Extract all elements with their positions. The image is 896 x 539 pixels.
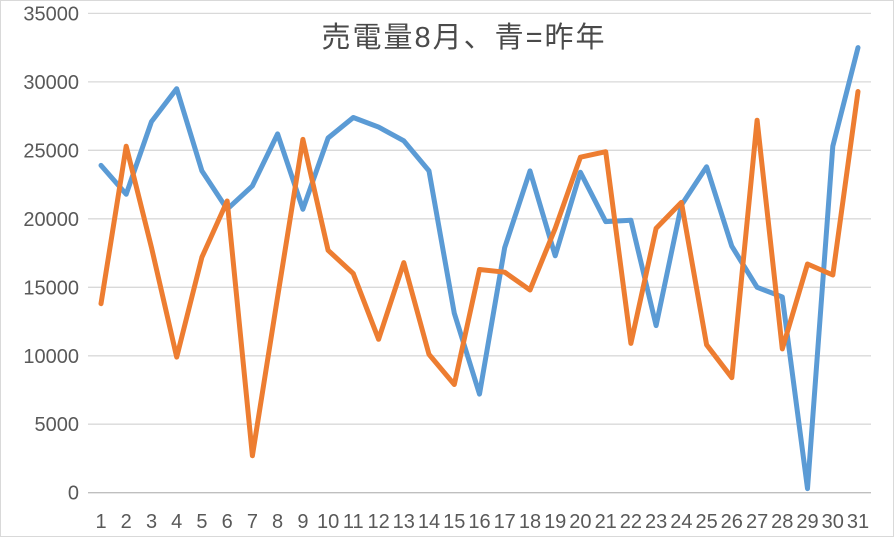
x-tick-label: 4 bbox=[171, 511, 182, 533]
x-tick-label: 26 bbox=[721, 511, 743, 533]
y-tick-label: 0 bbox=[68, 483, 79, 505]
x-tick-label: 5 bbox=[196, 511, 207, 533]
x-tick-label: 10 bbox=[317, 511, 339, 533]
x-tick-label: 8 bbox=[272, 511, 283, 533]
x-tick-label: 7 bbox=[247, 511, 258, 533]
x-tick-label: 17 bbox=[494, 511, 516, 533]
x-tick-label: 19 bbox=[544, 511, 566, 533]
y-tick-label: 15000 bbox=[23, 277, 79, 299]
chart-title: 売電量8月、青=昨年 bbox=[321, 21, 606, 54]
y-axis-labels: 0 5000 10000 15000 20000 25000 30000 35000 bbox=[23, 3, 79, 504]
x-tick-label: 3 bbox=[146, 511, 157, 533]
series-lines bbox=[98, 45, 861, 492]
x-tick-label: 20 bbox=[569, 511, 591, 533]
x-tick-label: 16 bbox=[468, 511, 490, 533]
x-tick-label: 29 bbox=[796, 511, 818, 533]
x-tick-label: 6 bbox=[222, 511, 233, 533]
x-tick-label: 2 bbox=[121, 511, 132, 533]
x-tick-label: 31 bbox=[847, 511, 869, 533]
y-tick-label: 10000 bbox=[23, 346, 79, 368]
x-tick-label: 30 bbox=[822, 511, 844, 533]
x-tick-label: 12 bbox=[367, 511, 389, 533]
y-tick-label: 30000 bbox=[23, 72, 79, 94]
series-line-current-year-orange[interactable] bbox=[98, 89, 861, 459]
x-tick-label: 27 bbox=[746, 511, 768, 533]
y-tick-label: 20000 bbox=[23, 209, 79, 231]
y-tick-label: 35000 bbox=[23, 3, 79, 25]
x-axis-labels: 1 2 3 4 5 6 7 8 9 10 11 12 13 14 15 16 17 18 19 20 21 22 23 24 2… bbox=[95, 511, 869, 533]
x-tick-label: 23 bbox=[645, 511, 667, 533]
x-tick-label: 15 bbox=[443, 511, 465, 533]
x-tick-label: 14 bbox=[418, 511, 440, 533]
x-tick-label: 22 bbox=[620, 511, 642, 533]
x-tick-label: 11 bbox=[343, 511, 364, 533]
x-tick-label: 18 bbox=[519, 511, 541, 533]
x-tick-label: 25 bbox=[695, 511, 717, 533]
y-tick-label: 25000 bbox=[23, 140, 79, 162]
x-tick-label: 9 bbox=[297, 511, 308, 533]
x-tick-label: 21 bbox=[595, 511, 617, 533]
x-tick-label: 24 bbox=[670, 511, 692, 533]
y-tick-label: 5000 bbox=[35, 414, 80, 436]
x-tick-label: 13 bbox=[393, 511, 415, 533]
x-tick-label: 28 bbox=[771, 511, 793, 533]
x-tick-label: 1 bbox=[95, 511, 106, 533]
